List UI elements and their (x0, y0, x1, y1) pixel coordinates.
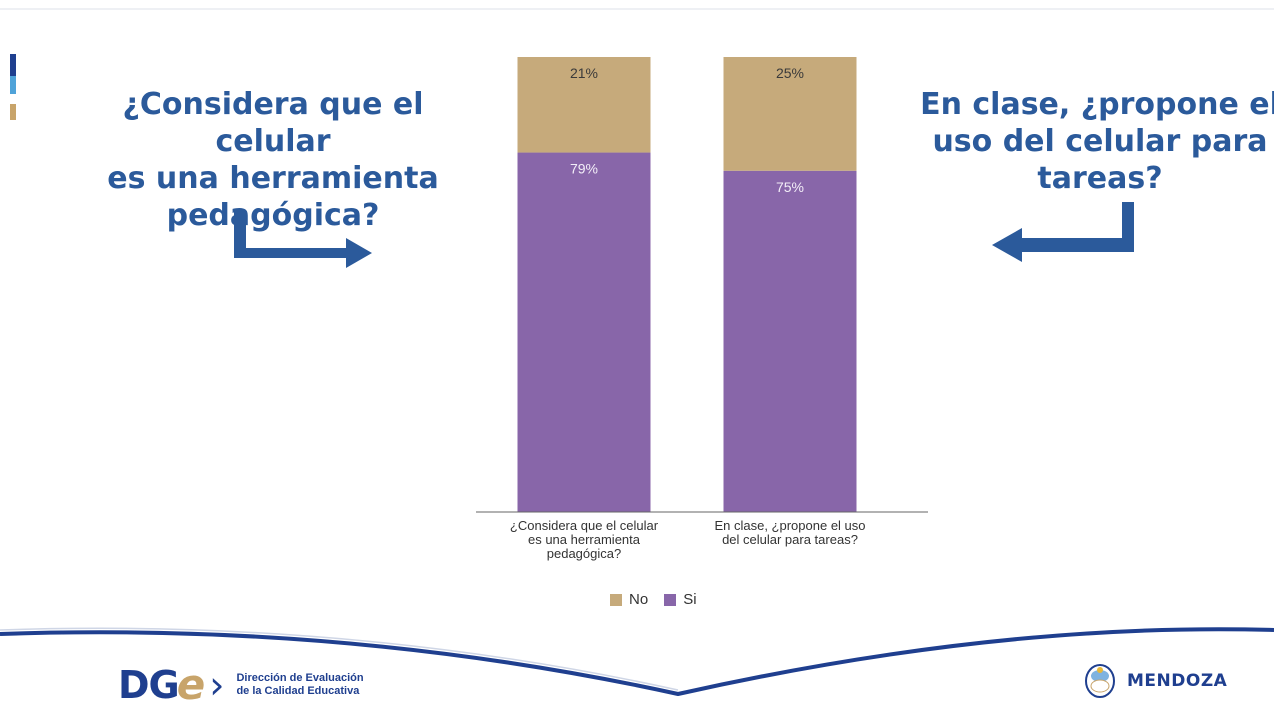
legend-item-no: No (610, 591, 648, 608)
data-label-no-2: 25% (776, 65, 804, 81)
dge-logo-chevron-icon: › (209, 662, 225, 707)
footer-curve (0, 627, 1274, 697)
data-label-si-1: 79% (570, 161, 598, 177)
x-tick-label-1: ¿Considera que el celular es una herramie… (510, 518, 659, 561)
legend-swatch-no (610, 593, 622, 606)
left-arrow-icon (992, 202, 1134, 262)
bar-segment-no-1 (517, 57, 651, 153)
bar-segment-no-2 (723, 57, 857, 171)
legend-label-si: Si (683, 591, 697, 608)
dge-logo-text: Dirección de Evaluación de la Calidad Ed… (236, 672, 363, 698)
dge-logo-line2: de la Calidad Educativa (236, 684, 360, 697)
left-question-line: ¿Considera que el celular (122, 87, 424, 159)
right-question-line: En clase, ¿propone el (920, 87, 1274, 122)
dge-logo-e: e (176, 660, 206, 709)
mendoza-logo: MENDOZA (1083, 664, 1227, 698)
right-question-line: uso del celular para (932, 124, 1268, 159)
bar-segment-si-2 (723, 170, 857, 512)
dge-logo: DG e › Dirección de Evaluación de la Cal… (118, 660, 364, 709)
bar-segment-si-1 (517, 152, 651, 513)
top-divider (0, 8, 1274, 10)
legend-item-si: Si (664, 591, 697, 608)
left-question-line: pedagógica? (166, 198, 380, 233)
data-label-no-1: 21% (570, 65, 598, 81)
x-tick-label-2: En clase, ¿propone el uso del celular par… (714, 518, 865, 547)
side-accent-bar (10, 54, 16, 120)
mendoza-shield-icon (1085, 664, 1115, 698)
data-label-si-2: 75% (776, 179, 804, 195)
right-question-line: tareas? (1037, 161, 1163, 196)
left-question-line: es una herramienta (107, 161, 439, 196)
mendoza-text: MENDOZA (1127, 671, 1228, 691)
legend-swatch-si (664, 593, 677, 606)
chart-legend: No Si (610, 591, 697, 608)
right-question-title: En clase, ¿propone el uso del celular pa… (910, 86, 1274, 197)
dge-logo-letters: DG (118, 662, 180, 707)
stacked-bar-chart: 79% 21% 75% 25% ¿Considera que el celular es… (476, 57, 928, 561)
left-question-title: ¿Considera que el celular es una herrami… (68, 86, 478, 234)
dge-logo-line1: Dirección de Evaluación (236, 671, 364, 684)
right-arrow-icon (234, 210, 372, 268)
legend-label-no: No (629, 591, 649, 608)
